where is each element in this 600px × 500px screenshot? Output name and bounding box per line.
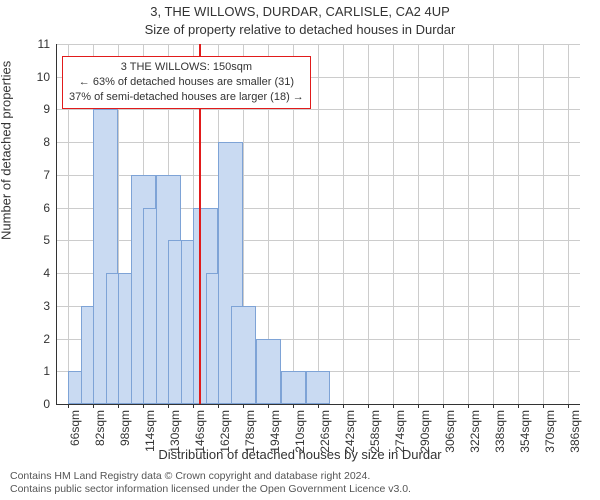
grid-line-v [493, 44, 494, 404]
grid-line-v [518, 44, 519, 404]
x-tick-mark [168, 404, 169, 408]
title-sub: Size of property relative to detached ho… [0, 22, 600, 37]
y-tick-label: 11 [10, 37, 50, 51]
grid-line-v [368, 44, 369, 404]
x-tick-mark [68, 404, 69, 408]
footnote: Contains HM Land Registry data © Crown c… [10, 470, 411, 496]
x-tick-mark [518, 404, 519, 408]
x-tick-mark [468, 404, 469, 408]
x-tick-mark [193, 404, 194, 408]
callout-line: 37% of semi-detached houses are larger (… [69, 90, 304, 105]
x-tick-mark [443, 404, 444, 408]
x-tick-mark [543, 404, 544, 408]
x-tick-mark [243, 404, 244, 408]
y-tick-label: 6 [10, 201, 50, 215]
grid-line-v [418, 44, 419, 404]
histogram-bar [256, 339, 281, 404]
grid-line-v [318, 44, 319, 404]
x-tick-mark [268, 404, 269, 408]
x-tick-mark [393, 404, 394, 408]
histogram-bar [231, 306, 256, 404]
title-main: 3, THE WILLOWS, DURDAR, CARLISLE, CA2 4U… [0, 4, 600, 19]
callout-box: 3 THE WILLOWS: 150sqm← 63% of detached h… [62, 56, 311, 109]
y-tick-label: 10 [10, 70, 50, 84]
y-tick-label: 5 [10, 233, 50, 247]
x-tick-mark [118, 404, 119, 408]
callout-line: ← 63% of detached houses are smaller (31… [69, 75, 304, 90]
grid-line-v [343, 44, 344, 404]
axis-left [56, 44, 57, 404]
y-tick-label: 4 [10, 266, 50, 280]
y-tick-label: 1 [10, 364, 50, 378]
grid-line-v [568, 44, 569, 404]
histogram-bar [306, 371, 331, 404]
x-tick-mark [293, 404, 294, 408]
x-tick-mark [93, 404, 94, 408]
grid-line-v [543, 44, 544, 404]
x-tick-mark [493, 404, 494, 408]
x-tick-mark [568, 404, 569, 408]
chart-root: 3, THE WILLOWS, DURDAR, CARLISLE, CA2 4U… [0, 0, 600, 500]
y-tick-label: 8 [10, 135, 50, 149]
x-tick-mark [418, 404, 419, 408]
y-tick-label: 3 [10, 299, 50, 313]
callout-line: 3 THE WILLOWS: 150sqm [69, 60, 304, 75]
grid-line-v [443, 44, 444, 404]
x-tick-mark [343, 404, 344, 408]
grid-line-v [468, 44, 469, 404]
grid-line-v [393, 44, 394, 404]
y-tick-label: 7 [10, 168, 50, 182]
x-tick-mark [368, 404, 369, 408]
y-tick-label: 0 [10, 397, 50, 411]
y-tick-label: 9 [10, 102, 50, 116]
y-tick-label: 2 [10, 332, 50, 346]
x-tick-mark [218, 404, 219, 408]
x-tick-mark [143, 404, 144, 408]
histogram-bar [281, 371, 306, 404]
x-tick-mark [318, 404, 319, 408]
